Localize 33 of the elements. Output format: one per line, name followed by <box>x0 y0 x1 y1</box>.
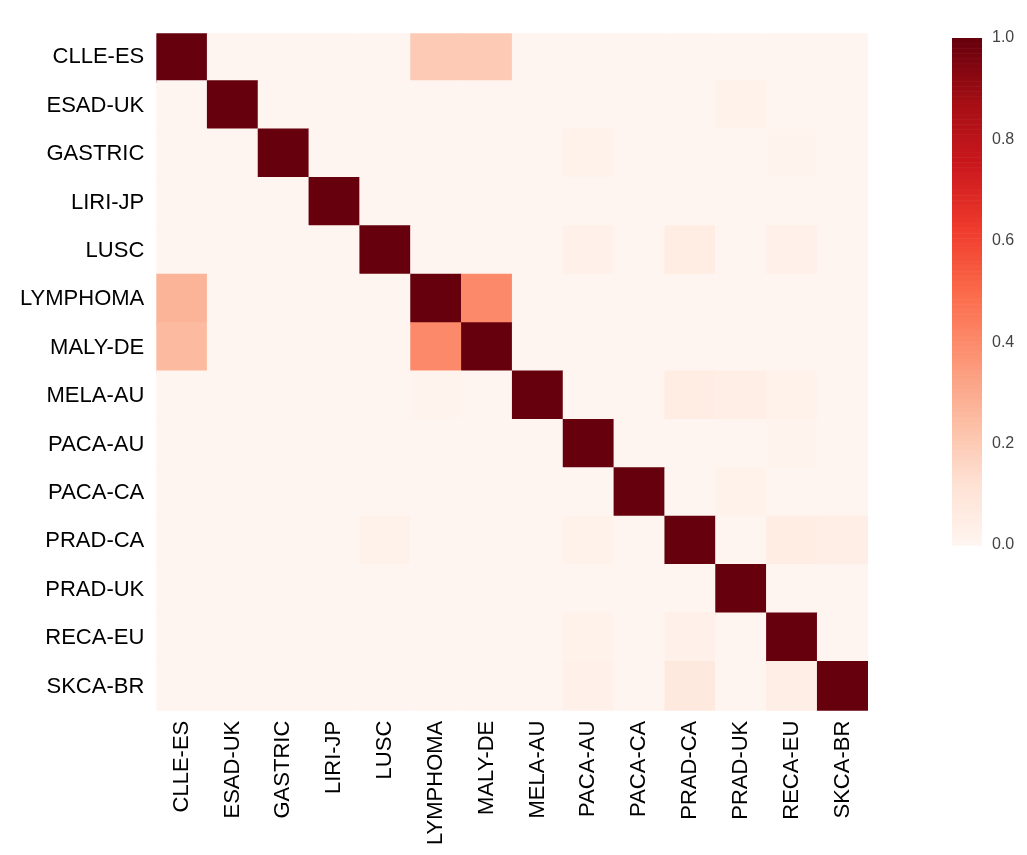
y-tick-label: SKCA-BR <box>46 672 145 698</box>
color-bar-label: 0.4 <box>992 332 1015 350</box>
x-tick-label: LYMPHOMA <box>421 720 447 845</box>
color-bar-label: 0.8 <box>992 129 1015 147</box>
y-tick-label: ESAD-UK <box>46 91 145 117</box>
y-tick-label: PRAD-CA <box>45 527 145 553</box>
x-tick-label: PACA-AU <box>574 720 600 817</box>
x-tick-label: MELA-AU <box>523 720 549 819</box>
y-tick-label: RECA-EU <box>45 624 145 650</box>
y-tick-label: MALY-DE <box>50 333 145 359</box>
y-tick-label: LUSC <box>85 237 145 263</box>
x-tick-label: MALY-DE <box>472 720 498 815</box>
y-tick-label: PACA-AU <box>48 430 145 456</box>
x-tick-label: PRAD-UK <box>726 720 752 820</box>
x-tick-label: RECA-EU <box>777 720 803 820</box>
x-tick-label: PRAD-CA <box>676 720 702 820</box>
y-tick-label: LYMPHOMA <box>20 285 145 311</box>
x-tick-label: GASTRIC <box>269 720 295 819</box>
x-tick-label: SKCA-BR <box>828 720 854 819</box>
x-tick-label: ESAD-UK <box>218 720 244 819</box>
y-tick-label: CLLE-ES <box>52 43 145 69</box>
y-tick-label: GASTRIC <box>46 140 145 166</box>
y-tick-label: LIRI-JP <box>70 188 145 214</box>
y-tick-label: PACA-CA <box>48 479 145 505</box>
color-bar-label: 0.6 <box>992 231 1015 249</box>
x-tick-label: PACA-CA <box>625 720 651 817</box>
x-tick-label: LUSC <box>371 720 397 780</box>
y-tick-label: MELA-AU <box>46 382 145 408</box>
x-tick-label: LIRI-JP <box>320 720 346 795</box>
color-bar-label: 0.2 <box>992 434 1015 452</box>
color-bar-label: 0.0 <box>992 535 1015 553</box>
color-bar-label: 1.0 <box>992 28 1015 46</box>
y-tick-label: PRAD-UK <box>45 575 145 601</box>
